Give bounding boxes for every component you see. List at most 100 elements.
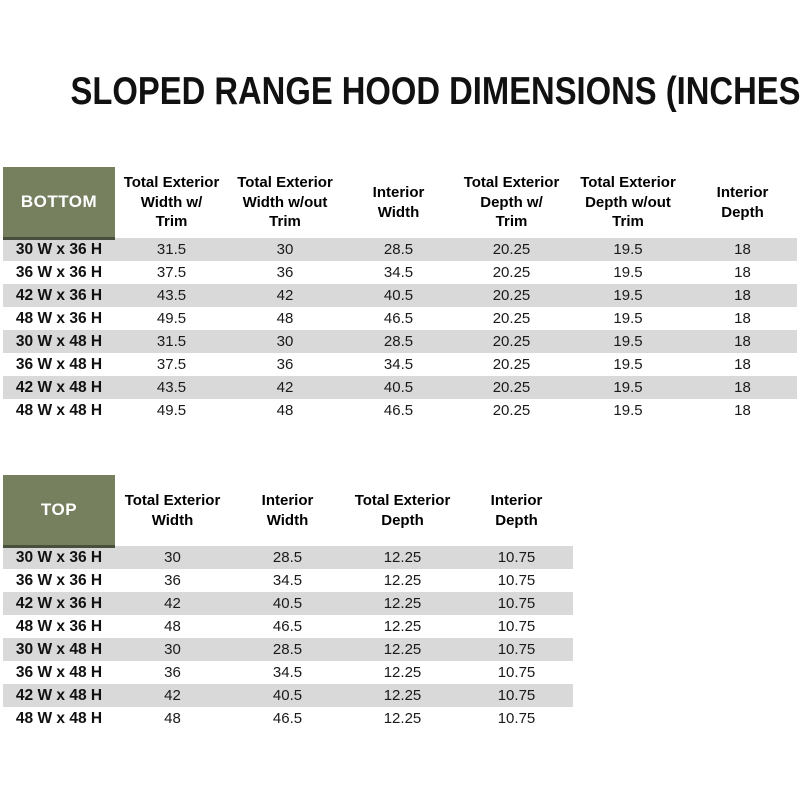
dimension-value: 19.5	[568, 330, 688, 353]
top-dimensions-table: TOP Total Exterior Width Interior Width …	[3, 475, 573, 730]
dimension-value: 18	[688, 238, 797, 261]
dimension-value: 42	[228, 284, 342, 307]
dimension-value: 12.25	[345, 661, 460, 684]
table-row: 48 W x 36 H 48 46.5 12.25 10.75	[3, 615, 573, 638]
dimension-value: 40.5	[230, 684, 345, 707]
dimension-value: 18	[688, 376, 797, 399]
dimension-value: 46.5	[230, 615, 345, 638]
dimension-value: 20.25	[455, 353, 568, 376]
dimension-value: 12.25	[345, 546, 460, 569]
dimension-value: 20.25	[455, 399, 568, 422]
bottom-table-body: 30 W x 36 H 31.5 30 28.5 20.25 19.5 18 36 W x 3…	[3, 238, 797, 422]
size-label: 36 W x 48 H	[3, 661, 115, 684]
size-label: 30 W x 48 H	[3, 638, 115, 661]
dimension-value: 10.75	[460, 661, 573, 684]
size-label: 36 W x 36 H	[3, 261, 115, 284]
dimension-value: 37.5	[115, 353, 228, 376]
size-label: 30 W x 36 H	[3, 238, 115, 261]
size-label: 42 W x 36 H	[3, 592, 115, 615]
dimension-value: 30	[228, 330, 342, 353]
dimension-value: 42	[115, 684, 230, 707]
dimension-value: 19.5	[568, 307, 688, 330]
dimension-value: 49.5	[115, 307, 228, 330]
size-label: 48 W x 48 H	[3, 707, 115, 730]
table-row: 36 W x 36 H 37.5 36 34.5 20.25 19.5 18	[3, 261, 797, 284]
dimension-value: 10.75	[460, 638, 573, 661]
page-title: SLOPED RANGE HOOD DIMENSIONS (INCHES)	[0, 72, 800, 111]
dimension-value: 19.5	[568, 261, 688, 284]
column-header-interior-depth: Interior Depth	[460, 475, 573, 546]
size-label: 36 W x 48 H	[3, 353, 115, 376]
dimension-value: 48	[228, 307, 342, 330]
dimension-value: 18	[688, 307, 797, 330]
column-header-interior-width: Interior Width	[230, 475, 345, 546]
table-row: 36 W x 48 H 36 34.5 12.25 10.75	[3, 661, 573, 684]
table-row: 30 W x 48 H 31.5 30 28.5 20.25 19.5 18	[3, 330, 797, 353]
dimension-value: 10.75	[460, 615, 573, 638]
column-header-total-exterior-depth-wout-trim: Total Exterior Depth w/out Trim	[568, 167, 688, 238]
column-header-total-exterior-depth-w-trim: Total Exterior Depth w/ Trim	[455, 167, 568, 238]
column-header-total-exterior-width: Total Exterior Width	[115, 475, 230, 546]
dimension-value: 19.5	[568, 238, 688, 261]
dimension-value: 10.75	[460, 707, 573, 730]
dimension-value: 36	[115, 661, 230, 684]
column-header-total-exterior-width-wout-trim: Total Exterior Width w/out Trim	[228, 167, 342, 238]
table-row: 48 W x 36 H 49.5 48 46.5 20.25 19.5 18	[3, 307, 797, 330]
top-table-body: 30 W x 36 H 30 28.5 12.25 10.75 36 W x 36 H 36…	[3, 546, 573, 730]
dimension-value: 46.5	[342, 307, 455, 330]
dimension-value: 28.5	[230, 638, 345, 661]
size-label: 48 W x 48 H	[3, 399, 115, 422]
dimension-value: 34.5	[230, 569, 345, 592]
column-header-total-exterior-depth: Total Exterior Depth	[345, 475, 460, 546]
size-label: 30 W x 36 H	[3, 546, 115, 569]
table-row: 30 W x 48 H 30 28.5 12.25 10.75	[3, 638, 573, 661]
top-table-label: TOP	[3, 475, 115, 548]
dimension-value: 19.5	[568, 376, 688, 399]
dimension-value: 42	[115, 592, 230, 615]
dimension-value: 48	[115, 615, 230, 638]
dimension-value: 10.75	[460, 546, 573, 569]
column-header-total-exterior-width-w-trim: Total Exterior Width w/ Trim	[115, 167, 228, 238]
dimension-value: 46.5	[230, 707, 345, 730]
size-label: 36 W x 36 H	[3, 569, 115, 592]
dimension-value: 12.25	[345, 707, 460, 730]
table-row: 30 W x 36 H 30 28.5 12.25 10.75	[3, 546, 573, 569]
top-header-row: TOP Total Exterior Width Interior Width …	[3, 475, 573, 548]
dimension-value: 28.5	[342, 330, 455, 353]
dimension-value: 34.5	[342, 353, 455, 376]
dimension-value: 20.25	[455, 261, 568, 284]
dimension-value: 36	[228, 261, 342, 284]
table-row: 36 W x 36 H 36 34.5 12.25 10.75	[3, 569, 573, 592]
dimension-value: 19.5	[568, 399, 688, 422]
dimension-value: 12.25	[345, 638, 460, 661]
table-row: 48 W x 48 H 48 46.5 12.25 10.75	[3, 707, 573, 730]
table-row: 42 W x 36 H 42 40.5 12.25 10.75	[3, 592, 573, 615]
dimension-value: 31.5	[115, 238, 228, 261]
dimension-value: 12.25	[345, 569, 460, 592]
column-header-interior-depth: Interior Depth	[688, 167, 797, 238]
size-label: 42 W x 48 H	[3, 376, 115, 399]
dimension-value: 40.5	[230, 592, 345, 615]
dimension-value: 12.25	[345, 684, 460, 707]
dimension-value: 18	[688, 284, 797, 307]
dimension-value: 34.5	[342, 261, 455, 284]
dimension-value: 10.75	[460, 569, 573, 592]
dimension-value: 18	[688, 353, 797, 376]
dimension-value: 48	[228, 399, 342, 422]
table-row: 36 W x 48 H 37.5 36 34.5 20.25 19.5 18	[3, 353, 797, 376]
dimension-value: 20.25	[455, 284, 568, 307]
size-label: 42 W x 36 H	[3, 284, 115, 307]
dimension-value: 28.5	[342, 238, 455, 261]
dimension-value: 12.25	[345, 615, 460, 638]
dimension-value: 31.5	[115, 330, 228, 353]
table-row: 42 W x 48 H 42 40.5 12.25 10.75	[3, 684, 573, 707]
bottom-table-label: BOTTOM	[3, 167, 115, 240]
size-label: 48 W x 36 H	[3, 615, 115, 638]
dimension-value: 43.5	[115, 284, 228, 307]
table-row: 42 W x 36 H 43.5 42 40.5 20.25 19.5 18	[3, 284, 797, 307]
dimension-value: 40.5	[342, 284, 455, 307]
dimension-value: 19.5	[568, 353, 688, 376]
table-row: 42 W x 48 H 43.5 42 40.5 20.25 19.5 18	[3, 376, 797, 399]
bottom-dimensions-table: BOTTOM Total Exterior Width w/ Trim Tota…	[3, 167, 797, 422]
